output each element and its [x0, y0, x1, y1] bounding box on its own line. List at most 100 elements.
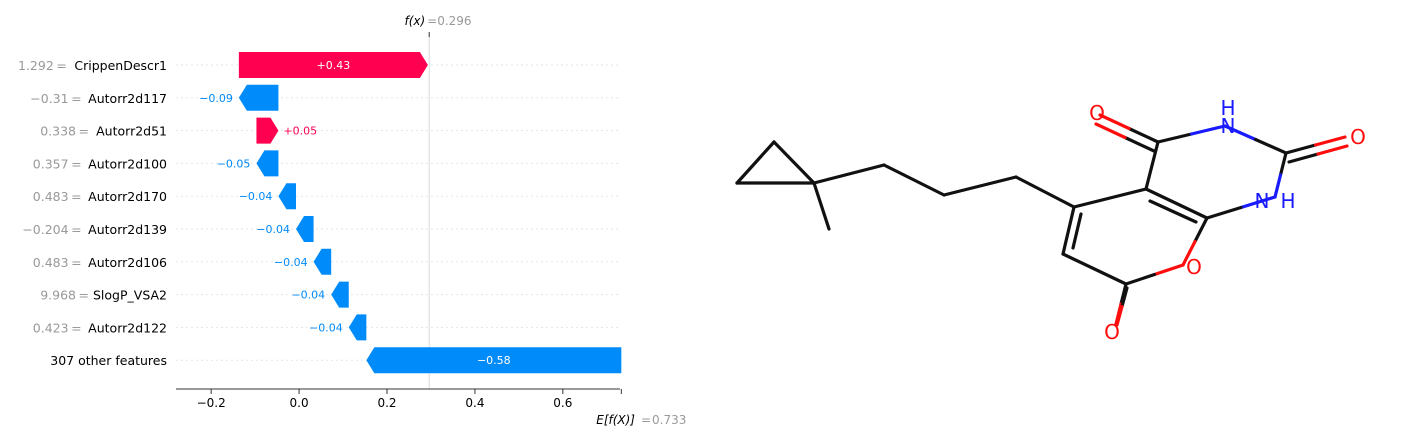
feature-value: 0.483: [33, 189, 69, 204]
feature-value: 9.968: [40, 288, 76, 303]
shap-value-label: +0.05: [283, 125, 317, 138]
atom-label: N: [1255, 189, 1270, 213]
shap-value-label: −0.04: [239, 190, 273, 203]
shap-value-label: −0.05: [217, 157, 251, 170]
bond-line: [1072, 187, 1148, 209]
ex-equals: =: [641, 413, 651, 427]
bond-line: [882, 163, 946, 197]
atom-label: N: [1221, 114, 1236, 138]
double-bond-line: [1115, 304, 1124, 327]
bond-line: [812, 163, 886, 185]
ex-value: 0.733: [652, 413, 686, 427]
bond-line: [1014, 175, 1076, 209]
bond-line: [1278, 151, 1288, 177]
atom-label: O: [1350, 125, 1366, 149]
feature-name: SlogP_VSA2: [93, 288, 167, 303]
positive-shap-bar: [256, 117, 279, 144]
shap-waterfall-chart: f(x) = 0.296+0.43CrippenDescr1=1.292−0.09A…: [18, 14, 686, 427]
feature-name: Autorr2d51: [96, 124, 167, 139]
shap-value-label: −0.09: [199, 92, 233, 105]
shap-value-label: −0.04: [291, 289, 325, 302]
feature-value-equals: =: [71, 91, 81, 106]
double-bond-line: [1123, 135, 1156, 153]
negative-shap-bar: [238, 84, 279, 111]
atom-label: O: [1089, 101, 1105, 125]
bond-line: [1098, 113, 1131, 131]
negative-shap-bar: [256, 150, 279, 177]
fx-equals: =: [427, 14, 437, 28]
x-tick-label: 0.6: [553, 396, 572, 410]
bond-line: [1152, 263, 1185, 277]
bond-line: [1205, 205, 1243, 220]
x-tick-label: 0.2: [377, 396, 396, 410]
feature-value: −0.204: [22, 222, 68, 237]
feature-name: Autorr2d139: [88, 222, 167, 237]
feature-name: 307 other features: [50, 353, 167, 368]
negative-shap-bar: [331, 281, 349, 308]
atom-label: O: [1186, 255, 1202, 279]
negative-shap-bar: [313, 248, 332, 275]
bond-line: [1124, 272, 1157, 286]
x-tick-label: −0.2: [197, 396, 226, 410]
feature-value: 0.338: [40, 124, 76, 139]
bond-line: [772, 140, 816, 185]
negative-shap-bar: [278, 183, 297, 210]
feature-value-equals: =: [71, 222, 81, 237]
feature-value: 1.292: [18, 58, 54, 73]
feature-value-equals: =: [79, 288, 89, 303]
feature-value: −0.31: [30, 91, 68, 106]
bond-line: [1223, 124, 1258, 142]
feature-name: Autorr2d100: [88, 156, 167, 171]
bond-line: [1127, 126, 1160, 144]
feature-value: 0.357: [33, 156, 69, 171]
x-tick-label: 0.4: [465, 396, 484, 410]
feature-value-equals: =: [79, 124, 89, 139]
atom-label: H: [1220, 96, 1235, 120]
shap-value-label: −0.04: [274, 256, 308, 269]
bond-line: [942, 175, 1018, 197]
bond-line: [1189, 124, 1227, 136]
bond-line: [1193, 216, 1209, 244]
negative-shap-bar: [296, 216, 314, 242]
fx-value: 0.296: [437, 14, 471, 28]
positive-shap-bar: [238, 52, 428, 78]
double-bond-line: [1316, 144, 1349, 156]
feature-value-equals: =: [56, 58, 66, 73]
bond-line: [1239, 195, 1277, 210]
bond-line: [1156, 132, 1194, 144]
bond-line: [1181, 239, 1197, 267]
bond-line: [1144, 187, 1209, 220]
double-bond-line: [1071, 212, 1083, 250]
feature-name: Autorr2d170: [88, 189, 167, 204]
bond-line: [1144, 140, 1160, 191]
bond-line: [1273, 173, 1283, 199]
feature-name: CrippenDescr1: [74, 58, 167, 73]
bond-line: [812, 181, 831, 231]
feature-value: 0.483: [33, 255, 69, 270]
feature-value-equals: =: [71, 156, 81, 171]
feature-name: Autorr2d106: [88, 255, 167, 270]
bond-line: [1119, 282, 1128, 306]
fx-label: f(x): [405, 14, 426, 28]
feature-value-equals: =: [71, 189, 81, 204]
feature-value-equals: =: [71, 255, 81, 270]
double-bond-line: [1287, 152, 1320, 164]
double-bond-line: [1120, 286, 1129, 309]
bond-line: [1313, 135, 1347, 147]
feature-value-equals: =: [71, 320, 81, 335]
bond-line: [1253, 137, 1288, 155]
shap-value-label: +0.43: [317, 59, 351, 72]
bond-line: [735, 140, 776, 185]
shap-value-label: −0.58: [477, 354, 511, 367]
shap-value-label: −0.04: [309, 321, 343, 334]
bond-line: [1061, 205, 1076, 256]
bond-line: [1061, 252, 1128, 286]
x-tick-label: 0.0: [290, 396, 309, 410]
negative-shap-bar: [348, 314, 367, 341]
feature-name: Autorr2d122: [88, 320, 167, 335]
double-bond-line: [1094, 122, 1127, 140]
atom-label: H: [1280, 189, 1295, 213]
double-bond-line: [1148, 199, 1198, 224]
feature-value: 0.423: [33, 320, 69, 335]
negative-shap-bar: [366, 347, 622, 374]
